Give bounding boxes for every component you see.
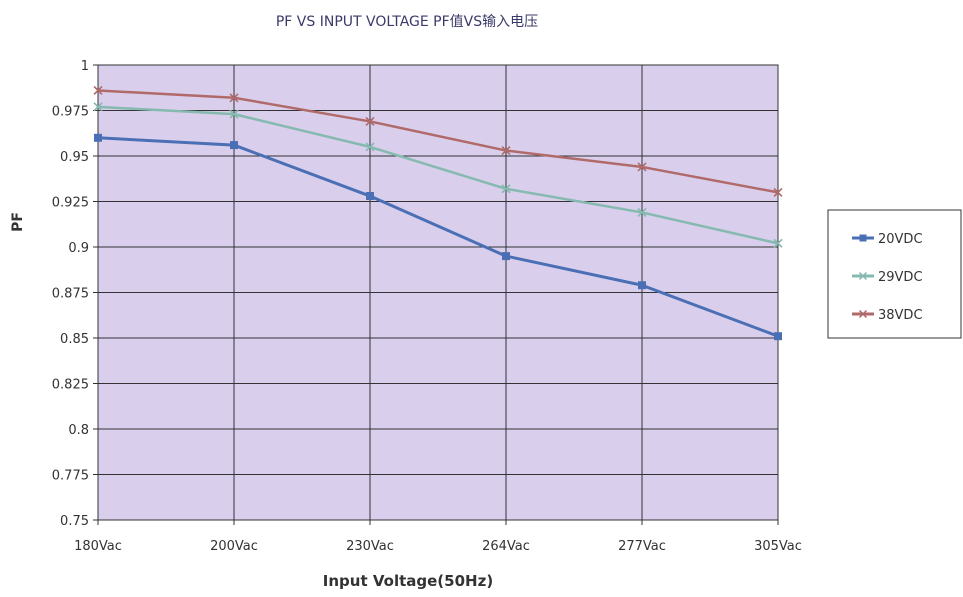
legend-entry: 38VDC (852, 308, 923, 323)
data-point (773, 238, 783, 248)
legend-label: 38VDC (878, 308, 923, 323)
y-tick-label: 0.975 (52, 105, 89, 120)
y-axis-label: PF (10, 212, 26, 232)
data-point (229, 109, 239, 119)
series-29VDC (93, 102, 783, 248)
x-tick-labels: 180Vac 200Vac 230Vac 264Vac 277Vac 305Vac (74, 539, 802, 554)
series-line (97, 89, 779, 194)
x-axis-label: Input Voltage(50Hz) (323, 572, 493, 590)
grid-layer (93, 64, 779, 525)
data-point (637, 162, 647, 172)
data-point (366, 192, 374, 201)
legend-entry: 29VDC (852, 270, 923, 285)
data-point (93, 85, 103, 96)
series-38VDC (93, 85, 783, 197)
y-tick-label: 0.775 (52, 469, 89, 484)
legend-marker (858, 309, 868, 319)
data-point (94, 133, 102, 142)
x-tick-label: 200Vac (210, 539, 258, 554)
y-tick-label: 0.95 (60, 150, 89, 165)
series-layer (93, 85, 783, 341)
y-tick-label: 0.85 (60, 332, 89, 347)
data-point (773, 187, 783, 197)
data-point (501, 184, 511, 194)
data-point (229, 93, 239, 103)
series-20VDC (94, 133, 782, 341)
legend-marker (858, 271, 868, 281)
data-point (230, 141, 238, 150)
x-tick-label: 305Vac (754, 539, 802, 554)
series-line (97, 136, 779, 338)
y-tick-label: 0.825 (52, 378, 89, 393)
legend-box (827, 209, 962, 339)
y-tick-labels: 0.75 0.775 0.8 0.825 0.85 0.875 0.9 0.925 0.95 0.… (52, 59, 89, 529)
y-tick-label: 0.875 (52, 287, 89, 302)
x-tick-label: 230Vac (346, 539, 394, 554)
legend-label: 20VDC (878, 232, 923, 247)
data-point (501, 145, 511, 156)
legend-label: 29VDC (878, 270, 923, 285)
data-point (365, 142, 375, 152)
x-tick-label: 277Vac (618, 539, 666, 554)
legend: 20VDC 29VDC 38VDC (827, 209, 962, 339)
y-tick-label: 0.9 (68, 241, 89, 256)
y-tick-label: 0.8 (68, 423, 89, 438)
x-tick-label: 264Vac (482, 539, 530, 554)
y-tick-label: 1 (81, 59, 89, 74)
chart-title: PF VS INPUT VOLTAGE PF值VS输入电压 (276, 14, 538, 30)
data-point (365, 116, 375, 126)
legend-entry: 20VDC (852, 232, 923, 247)
data-point (774, 332, 782, 341)
data-point (502, 252, 510, 261)
y-tick-label: 0.925 (52, 196, 89, 211)
data-point (637, 207, 647, 217)
y-tick-label: 0.75 (60, 514, 89, 529)
data-point (93, 102, 103, 112)
legend-marker (859, 234, 867, 242)
series-line (97, 105, 779, 245)
data-point (638, 281, 646, 290)
x-tick-label: 180Vac (74, 539, 122, 554)
